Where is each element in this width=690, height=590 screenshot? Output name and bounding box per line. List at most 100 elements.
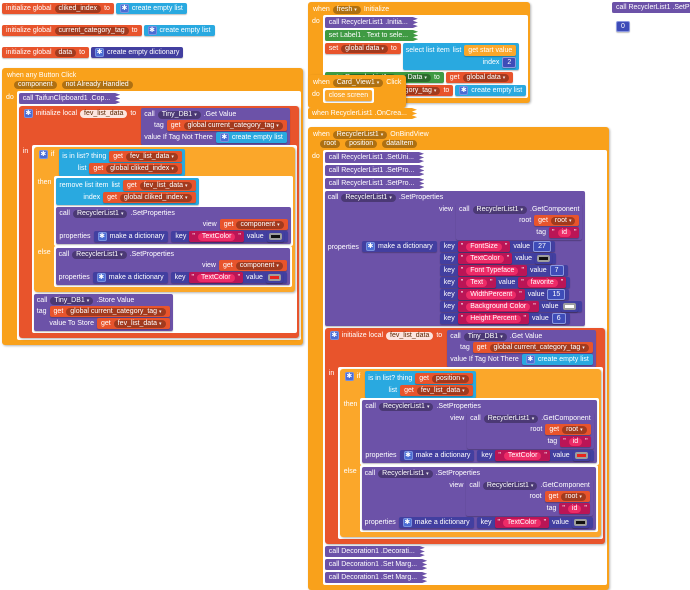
color-swatch-black[interactable] xyxy=(537,255,551,262)
make-a-dictionary-block[interactable]: ✱ make a dictionary xyxy=(92,272,168,283)
dictionary-pair-block[interactable]: key Height Percent value 6 xyxy=(439,313,570,324)
number-block[interactable]: 7 xyxy=(549,265,564,276)
when-any-button-click-block[interactable]: when any Button Click component not Alre… xyxy=(2,68,303,345)
initialize-local-fev-list-data-block[interactable]: ✱ initialize local fev_list_data to call… xyxy=(18,106,299,338)
text-string-block[interactable]: favorite xyxy=(518,277,567,288)
color-swatch-black[interactable] xyxy=(573,519,587,526)
get-variable-block[interactable]: get root xyxy=(544,491,590,502)
mutator-gear-icon[interactable]: ✱ xyxy=(147,26,157,35)
component-dropdown[interactable]: Tiny_DB1 xyxy=(157,110,201,119)
dictionary-pair-block[interactable]: key Background Color value xyxy=(439,301,583,312)
mutator-gear-icon[interactable]: ✱ xyxy=(525,355,535,364)
color-block[interactable] xyxy=(572,450,590,461)
get-variable-block[interactable]: get fev_list_data xyxy=(400,385,473,396)
text-string-block[interactable]: WidthPercent xyxy=(457,289,525,300)
number-block[interactable]: 27 xyxy=(533,241,551,252)
local-variable-name-pill[interactable]: fev_list_data xyxy=(386,331,434,340)
text-string-block[interactable]: Font Typeface xyxy=(457,265,527,276)
mutator-gear-icon[interactable]: ✱ xyxy=(119,4,129,13)
tinydb-get-value-block[interactable]: call Tiny_DB1 .Get Value tag get global … xyxy=(447,330,596,367)
make-a-dictionary-block[interactable]: ✱ make a dictionary xyxy=(398,517,474,528)
create-empty-list-block[interactable]: ✱ create empty list xyxy=(143,25,215,36)
when-onbindview-block[interactable]: when RecyclerList1 OnBindView root posit… xyxy=(308,127,609,590)
param-dataitem-pill[interactable]: dataItem xyxy=(382,140,418,148)
if-block[interactable]: ✱ if is in list? thing get xyxy=(33,147,295,292)
tinydb-get-value-block[interactable]: call Tiny_DB1 .Get Value tag get global … xyxy=(141,108,290,145)
create-empty-list-block[interactable]: ✱ create empty list xyxy=(455,85,527,96)
make-a-dictionary-block[interactable]: ✱ make a dictionary xyxy=(361,241,437,252)
get-variable-block[interactable]: get position xyxy=(415,373,473,384)
get-variable-block[interactable]: get global current_category_tag xyxy=(472,342,593,353)
collapsed-set-label-text-block[interactable]: set Label1 . Text to sele... xyxy=(325,30,418,41)
component-dropdown[interactable]: Card_View1 xyxy=(332,78,384,87)
get-variable-block[interactable]: get global current_category_tag xyxy=(166,120,287,131)
get-variable-block[interactable]: get component xyxy=(219,219,288,230)
variable-dropdown[interactable]: global data xyxy=(462,73,510,82)
collapsed-setproperties-block[interactable]: call RecyclerList1 .SetPro... xyxy=(612,2,690,13)
get-variable-block[interactable]: get component xyxy=(218,260,287,271)
get-start-value-block[interactable]: get start value xyxy=(464,45,517,56)
color-block[interactable] xyxy=(265,272,283,283)
text-string-block[interactable]: Height Percent xyxy=(457,313,530,324)
number-zero-block[interactable]: 0 xyxy=(616,21,630,32)
dictionary-pair-block[interactable]: key Text value favorite xyxy=(439,277,571,288)
variable-dropdown[interactable]: component xyxy=(236,220,284,229)
if-block[interactable]: ✱ if is in list? thing get position xyxy=(339,369,601,537)
text-string-block[interactable]: id xyxy=(559,503,590,514)
text-string-block[interactable]: id xyxy=(560,436,591,447)
initialize-global-block[interactable]: initialize global current_category_tag t… xyxy=(2,25,142,36)
mutator-gear-icon[interactable]: ✱ xyxy=(402,518,412,527)
variable-dropdown[interactable]: global current_category_tag xyxy=(183,121,283,130)
get-variable-block[interactable]: get global data xyxy=(445,72,514,83)
dictionary-pair-block[interactable]: key TextColor value xyxy=(476,517,593,528)
dictionary-pair-block[interactable]: key TextColor value xyxy=(171,231,288,242)
variable-dropdown[interactable]: position xyxy=(432,374,469,383)
text-string-block[interactable]: TextColor xyxy=(457,253,513,264)
variable-dropdown[interactable]: global data xyxy=(341,44,388,53)
collapsed-setpro-block[interactable]: call RecyclerList1 .SetPro... xyxy=(325,165,425,176)
text-string-block[interactable]: FontSize xyxy=(457,241,511,252)
get-variable-block[interactable]: get root xyxy=(534,215,580,226)
variable-dropdown[interactable]: global current_category_tag xyxy=(66,307,166,316)
get-variable-block[interactable]: get global cliked_index xyxy=(103,192,196,203)
text-string-block[interactable]: Text xyxy=(457,277,496,288)
component-dropdown[interactable]: Tiny_DB1 xyxy=(463,332,507,341)
recycler-set-properties-block[interactable]: call RecyclerList1 .SetProperties view xyxy=(362,400,597,463)
mutator-gear-icon[interactable]: ✱ xyxy=(23,109,33,118)
recycler-set-properties-main-block[interactable]: call RecyclerList1 .SetProperties view c… xyxy=(324,191,586,326)
variable-dropdown[interactable]: root xyxy=(562,425,587,434)
collapsed-setpro-block[interactable]: call RecyclerList1 .SetPro... xyxy=(325,178,425,189)
dictionary-pair-block[interactable]: key TextColor value xyxy=(170,272,287,283)
mutator-gear-icon[interactable]: ✱ xyxy=(219,133,229,142)
dictionary-pair-block[interactable]: key TextColor value xyxy=(439,253,557,264)
collapsed-decoration-decorate-block[interactable]: call Decoration1 .Decorati... xyxy=(325,546,425,557)
collapsed-decoration-margin-block[interactable]: call Decoration1 .Set Marg... xyxy=(325,559,427,570)
create-empty-list-block[interactable]: ✱ create empty list xyxy=(115,3,187,14)
text-string-block[interactable]: Background Color xyxy=(457,301,539,312)
component-dropdown[interactable]: RecyclerList1 xyxy=(72,209,128,218)
dictionary-pair-block[interactable]: key FontSize value 27 xyxy=(439,241,555,252)
variable-dropdown[interactable]: fev_list_data xyxy=(416,386,469,395)
mutator-gear-icon[interactable]: ✱ xyxy=(459,86,469,95)
select-list-item-block[interactable]: select list item list get start value in… xyxy=(402,43,520,70)
variable-dropdown[interactable]: component xyxy=(235,261,283,270)
color-block[interactable] xyxy=(561,301,579,312)
initialize-global-block[interactable]: initialize global data to xyxy=(2,47,89,58)
variable-name-pill[interactable]: data xyxy=(54,48,77,57)
recycler-get-component-block[interactable]: call RecyclerList1 .GetComponent root xyxy=(466,479,593,516)
collapsed-when-oncreate-block[interactable]: when RecyclerList1 .OnCrea... xyxy=(308,108,417,119)
when-cardview-click-block[interactable]: when Card_View1 Click do close screen xyxy=(308,75,407,108)
global-init-current-category-tag[interactable]: initialize global current_category_tag t… xyxy=(2,25,215,36)
color-block[interactable] xyxy=(571,517,589,528)
param-root-pill[interactable]: root xyxy=(320,140,341,148)
color-swatch-red[interactable] xyxy=(267,274,281,281)
variable-dropdown[interactable]: fev_list_data xyxy=(113,319,166,328)
variable-dropdown[interactable]: root xyxy=(561,492,586,501)
component-dropdown[interactable]: RecyclerList1 xyxy=(378,469,433,478)
variable-name-pill[interactable]: cliked_index xyxy=(54,4,102,13)
param-component-pill[interactable]: component xyxy=(14,81,57,89)
mutator-gear-icon[interactable]: ✱ xyxy=(95,48,104,57)
is-in-list-block[interactable]: is in list? thing get position list xyxy=(365,371,476,398)
param-position-pill[interactable]: position xyxy=(345,140,378,148)
collapsed-setunique-block[interactable]: call RecyclerList1 .SetUni... xyxy=(325,152,424,163)
